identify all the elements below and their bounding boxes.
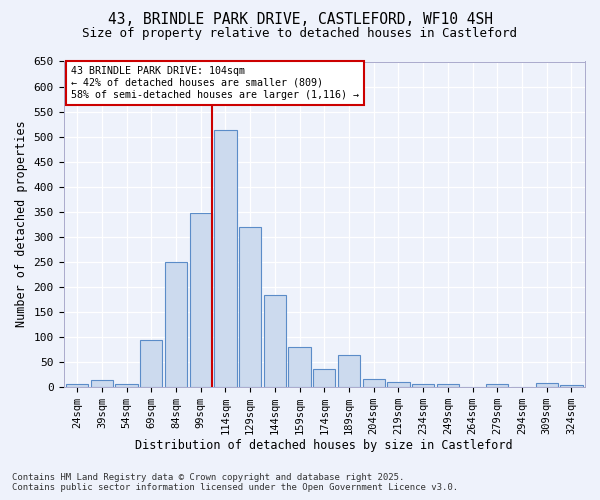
Bar [313, 369, 335, 386]
Bar [289, 346, 311, 387]
Bar [437, 384, 459, 386]
Y-axis label: Number of detached properties: Number of detached properties [15, 121, 28, 328]
Bar [66, 384, 88, 386]
Bar [560, 384, 583, 386]
Bar [536, 383, 558, 386]
Bar [362, 379, 385, 386]
Bar [387, 382, 410, 386]
Bar [264, 294, 286, 386]
Text: 43 BRINDLE PARK DRIVE: 104sqm
← 42% of detached houses are smaller (809)
58% of : 43 BRINDLE PARK DRIVE: 104sqm ← 42% of d… [71, 66, 359, 100]
Bar [239, 226, 261, 386]
Bar [486, 384, 508, 386]
X-axis label: Distribution of detached houses by size in Castleford: Distribution of detached houses by size … [136, 440, 513, 452]
Text: Contains HM Land Registry data © Crown copyright and database right 2025.
Contai: Contains HM Land Registry data © Crown c… [12, 473, 458, 492]
Text: Size of property relative to detached houses in Castleford: Size of property relative to detached ho… [83, 28, 517, 40]
Bar [140, 340, 163, 386]
Bar [214, 130, 236, 386]
Bar [115, 384, 137, 386]
Bar [165, 262, 187, 386]
Bar [412, 384, 434, 386]
Bar [91, 380, 113, 386]
Bar [338, 355, 360, 386]
Text: 43, BRINDLE PARK DRIVE, CASTLEFORD, WF10 4SH: 43, BRINDLE PARK DRIVE, CASTLEFORD, WF10… [107, 12, 493, 28]
Bar [190, 213, 212, 386]
